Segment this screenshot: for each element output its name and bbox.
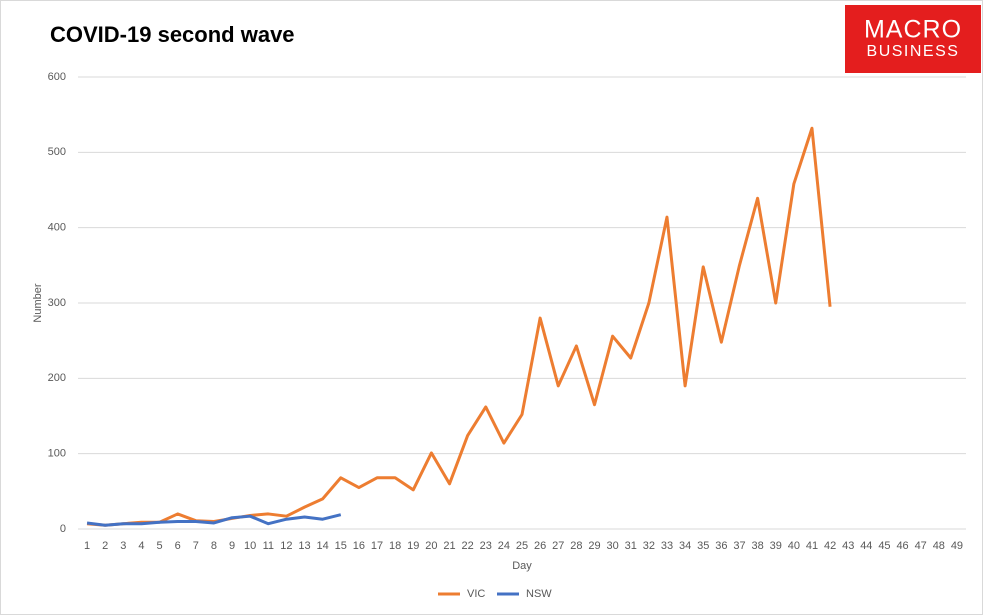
x-tick-label: 36 xyxy=(715,540,727,552)
x-tick-label: 26 xyxy=(534,540,546,552)
x-tick-label: 35 xyxy=(697,540,709,552)
logo-box xyxy=(845,5,981,73)
legend-label: NSW xyxy=(526,588,552,600)
x-tick-label: 14 xyxy=(317,540,329,552)
x-tick-label: 31 xyxy=(625,540,637,552)
x-tick-label: 6 xyxy=(175,540,181,552)
x-tick-label: 27 xyxy=(552,540,564,552)
y-tick-label: 200 xyxy=(48,372,66,384)
x-tick-label: 47 xyxy=(915,540,927,552)
x-tick-label: 32 xyxy=(643,540,655,552)
x-tick-label: 30 xyxy=(606,540,618,552)
x-tick-label: 40 xyxy=(788,540,800,552)
x-tick-label: 10 xyxy=(244,540,256,552)
x-tick-label: 9 xyxy=(229,540,235,552)
y-tick-label: 0 xyxy=(60,523,66,535)
x-tick-label: 25 xyxy=(516,540,528,552)
x-tick-label: 12 xyxy=(280,540,292,552)
x-tick-label: 22 xyxy=(462,540,474,552)
y-tick-label: 500 xyxy=(48,146,66,158)
x-tick-label: 20 xyxy=(425,540,437,552)
chart-title: COVID-19 second wave xyxy=(50,22,295,47)
x-tick-label: 24 xyxy=(498,540,510,552)
x-tick-label: 2 xyxy=(102,540,108,552)
x-tick-label: 18 xyxy=(389,540,401,552)
x-tick-label: 21 xyxy=(443,540,455,552)
x-tick-label: 5 xyxy=(156,540,162,552)
x-tick-label: 34 xyxy=(679,540,691,552)
y-tick-label: 300 xyxy=(48,297,66,309)
x-tick-label: 8 xyxy=(211,540,217,552)
x-tick-label: 1 xyxy=(84,540,90,552)
logo-text: MACRO xyxy=(864,16,962,44)
x-tick-label: 33 xyxy=(661,540,673,552)
y-axis-label: Number xyxy=(32,283,44,322)
x-tick-label: 44 xyxy=(860,540,872,552)
x-tick-label: 39 xyxy=(770,540,782,552)
x-tick-label: 13 xyxy=(298,540,310,552)
series-line xyxy=(86,513,342,527)
x-tick-label: 48 xyxy=(933,540,945,552)
x-tick-label: 17 xyxy=(371,540,383,552)
x-tick-label: 28 xyxy=(570,540,582,552)
x-tick-label: 42 xyxy=(824,540,836,552)
x-tick-label: 29 xyxy=(588,540,600,552)
x-tick-label: 46 xyxy=(896,540,908,552)
x-tick-label: 11 xyxy=(263,540,274,552)
y-tick-label: 400 xyxy=(48,222,66,234)
y-tick-label: 100 xyxy=(48,448,66,460)
x-tick-label: 19 xyxy=(407,540,419,552)
x-tick-label: 37 xyxy=(733,540,745,552)
x-tick-label: 43 xyxy=(842,540,854,552)
y-tick-label: 600 xyxy=(48,71,66,83)
logo-text: BUSINESS xyxy=(867,43,960,60)
x-tick-label: 4 xyxy=(138,540,144,552)
x-axis-label: Day xyxy=(512,560,532,572)
x-tick-label: 41 xyxy=(806,540,818,552)
x-tick-label: 3 xyxy=(120,540,126,552)
x-tick-label: 16 xyxy=(353,540,365,552)
x-tick-label: 7 xyxy=(193,540,199,552)
x-tick-label: 49 xyxy=(951,540,963,552)
x-tick-label: 23 xyxy=(480,540,492,552)
x-tick-label: 45 xyxy=(878,540,890,552)
x-tick-label: 15 xyxy=(335,540,347,552)
x-tick-label: 38 xyxy=(751,540,763,552)
legend-label: VIC xyxy=(467,588,485,600)
